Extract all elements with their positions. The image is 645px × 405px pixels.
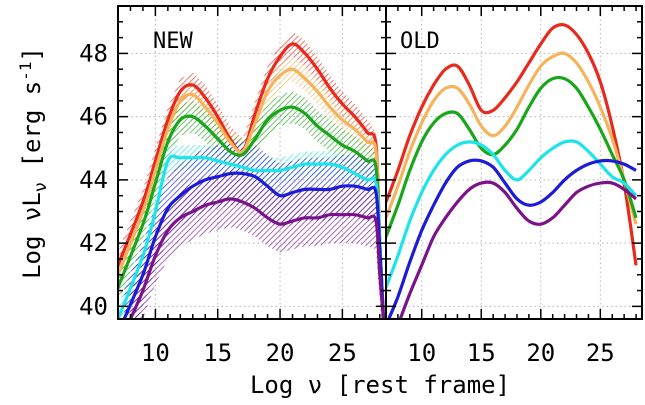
panel-label-new: NEW [153,29,193,54]
x-tick-label: 20 [526,339,555,367]
panel-old: OLD [385,6,642,319]
plot-frames [117,5,643,320]
y-tick-label: 44 [79,166,108,194]
panel-new: NEW [117,6,386,319]
y-tick-label: 42 [79,229,108,257]
frame-old [385,5,643,320]
y-tick-labels: 40 42 44 46 48 [79,39,108,320]
x-tick-label: 15 [467,339,496,367]
x-tick-label: 10 [407,339,436,367]
series-line [386,51,638,225]
series-line [386,75,638,238]
series-line [118,154,386,319]
series-line [386,22,638,266]
y-tick-label: 46 [79,103,108,131]
panel-label-old: OLD [400,29,440,54]
y-axis-title: Log νLν [erg s-1] [16,47,51,279]
series-line [118,67,386,319]
x-axis-title: Log ν [rest frame] [250,371,510,399]
series-line [129,197,386,319]
series-line [398,180,638,319]
series-lines-new [118,42,386,319]
x-tick-label: 20 [266,339,295,367]
x-tick-label: 25 [586,339,615,367]
y-tick-label: 48 [79,39,108,67]
series-line [386,139,638,288]
y-tick-label: 40 [79,292,108,320]
series-line [386,158,637,319]
x-tick-labels: 10 15 20 25 10 15 20 25 [141,339,615,367]
series-line [122,171,386,319]
x-tick-label: 25 [328,339,357,367]
series-lines-old [386,22,638,319]
error-bands-new [118,31,384,319]
error-band [130,170,384,319]
series-line [118,42,386,319]
x-tick-label: 10 [141,339,170,367]
x-tick-label: 15 [203,339,232,367]
series-line [118,105,386,319]
